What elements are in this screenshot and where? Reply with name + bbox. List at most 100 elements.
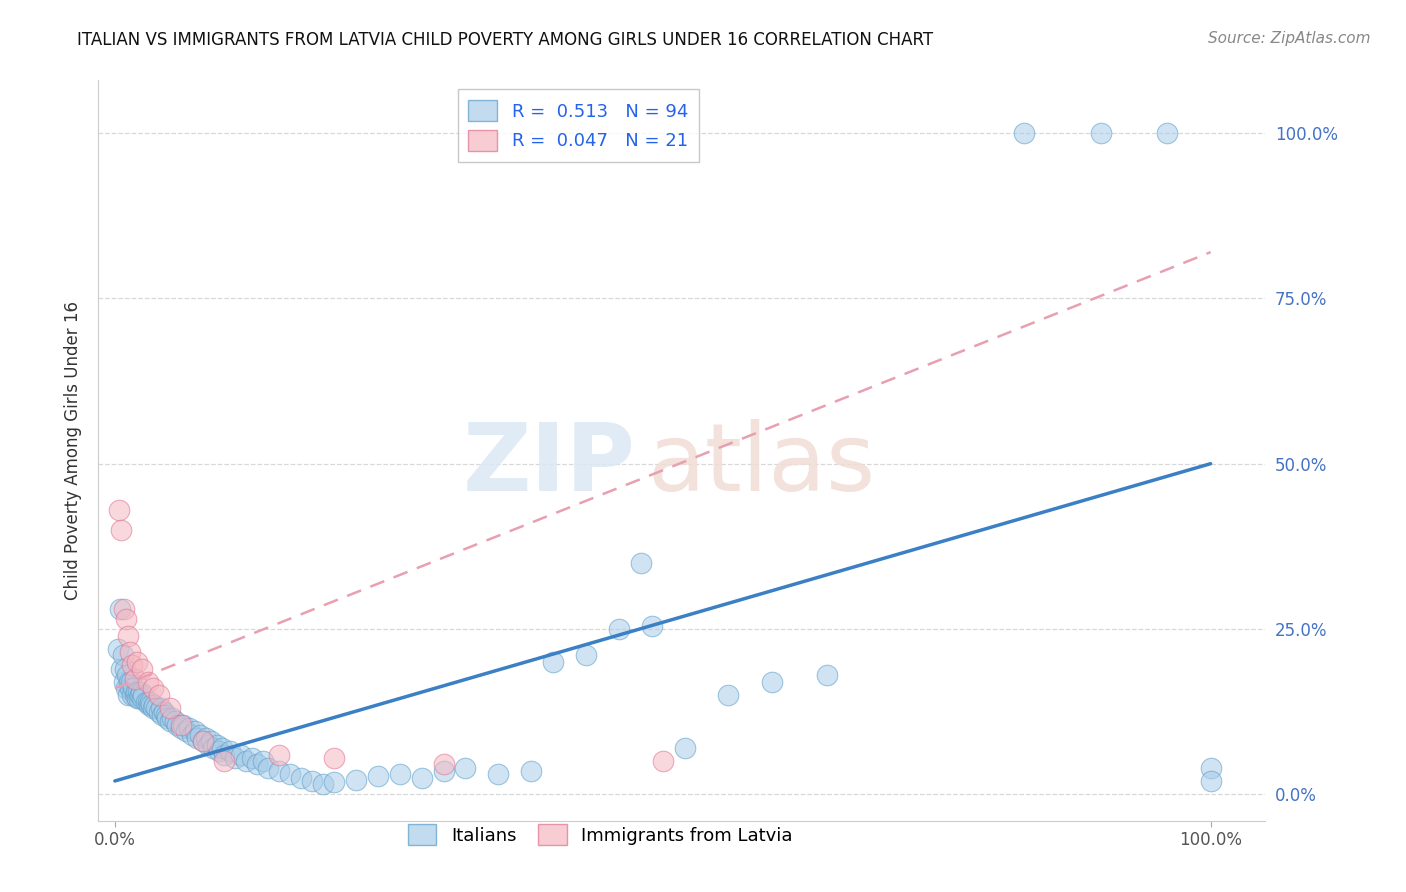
Point: [717, 688, 740, 702]
Point: [165, 714, 187, 729]
Point: [205, 738, 228, 752]
Point: [257, 761, 280, 775]
Point: [323, 775, 346, 789]
Point: [607, 622, 630, 636]
Point: [120, 645, 142, 659]
Point: [155, 707, 177, 722]
Point: [278, 767, 301, 781]
Point: [229, 747, 252, 762]
Point: [323, 751, 346, 765]
Point: [761, 674, 783, 689]
Point: [1199, 774, 1222, 789]
Point: [124, 688, 146, 702]
Point: [136, 695, 159, 709]
Point: [1090, 126, 1112, 140]
Point: [131, 662, 153, 676]
Point: [575, 648, 598, 663]
Point: [148, 688, 170, 702]
Point: [184, 724, 207, 739]
Point: [1199, 761, 1222, 775]
Point: [197, 738, 219, 752]
Point: [149, 701, 172, 715]
Point: [520, 764, 543, 778]
Point: [138, 698, 160, 712]
Point: [110, 523, 132, 537]
Point: [269, 747, 291, 762]
Point: [121, 688, 143, 702]
Point: [112, 602, 135, 616]
Point: [186, 731, 208, 745]
Point: [111, 648, 134, 663]
Point: [179, 721, 201, 735]
Point: [143, 698, 166, 712]
Point: [367, 769, 389, 783]
Point: [344, 772, 367, 787]
Point: [127, 684, 149, 698]
Point: [673, 740, 696, 755]
Point: [269, 764, 291, 778]
Point: [202, 740, 225, 755]
Point: [290, 771, 312, 785]
Point: [630, 556, 652, 570]
Point: [454, 761, 477, 775]
Point: [172, 718, 194, 732]
Point: [159, 714, 181, 729]
Point: [180, 728, 202, 742]
Point: [1156, 126, 1178, 140]
Point: [312, 777, 335, 791]
Point: [139, 698, 162, 712]
Point: [108, 503, 131, 517]
Point: [114, 681, 136, 696]
Point: [240, 751, 263, 765]
Point: [815, 668, 838, 682]
Point: [124, 684, 146, 698]
Point: [301, 774, 323, 789]
Point: [112, 674, 135, 689]
Point: [135, 695, 157, 709]
Point: [174, 724, 197, 739]
Y-axis label: Child Poverty Among Girls Under 16: Child Poverty Among Girls Under 16: [63, 301, 82, 600]
Point: [166, 718, 188, 732]
Point: [114, 662, 136, 676]
Point: [411, 771, 433, 785]
Point: [129, 684, 152, 698]
Point: [191, 734, 214, 748]
Point: [117, 629, 139, 643]
Point: [1014, 126, 1036, 140]
Text: Source: ZipAtlas.com: Source: ZipAtlas.com: [1208, 31, 1371, 46]
Point: [160, 711, 183, 725]
Point: [124, 672, 146, 686]
Point: [235, 754, 257, 768]
Point: [118, 674, 141, 689]
Point: [651, 754, 673, 768]
Point: [169, 721, 191, 735]
Point: [142, 681, 165, 696]
Point: [432, 764, 454, 778]
Point: [115, 668, 138, 682]
Point: [107, 641, 129, 656]
Point: [246, 757, 269, 772]
Point: [145, 701, 167, 715]
Text: atlas: atlas: [647, 419, 875, 511]
Point: [125, 655, 148, 669]
Point: [214, 747, 236, 762]
Point: [136, 674, 159, 689]
Point: [541, 655, 564, 669]
Point: [128, 691, 150, 706]
Point: [153, 705, 176, 719]
Point: [121, 658, 143, 673]
Point: [110, 662, 132, 676]
Point: [214, 754, 236, 768]
Text: ITALIAN VS IMMIGRANTS FROM LATVIA CHILD POVERTY AMONG GIRLS UNDER 16 CORRELATION: ITALIAN VS IMMIGRANTS FROM LATVIA CHILD …: [77, 31, 934, 49]
Point: [252, 754, 274, 768]
Point: [486, 767, 509, 781]
Point: [131, 691, 153, 706]
Point: [194, 731, 217, 745]
Point: [200, 734, 222, 748]
Legend: Italians, Immigrants from Latvia: Italians, Immigrants from Latvia: [401, 817, 800, 853]
Point: [114, 612, 136, 626]
Point: [159, 701, 181, 715]
Point: [191, 734, 214, 748]
Point: [132, 688, 155, 702]
Point: [219, 744, 242, 758]
